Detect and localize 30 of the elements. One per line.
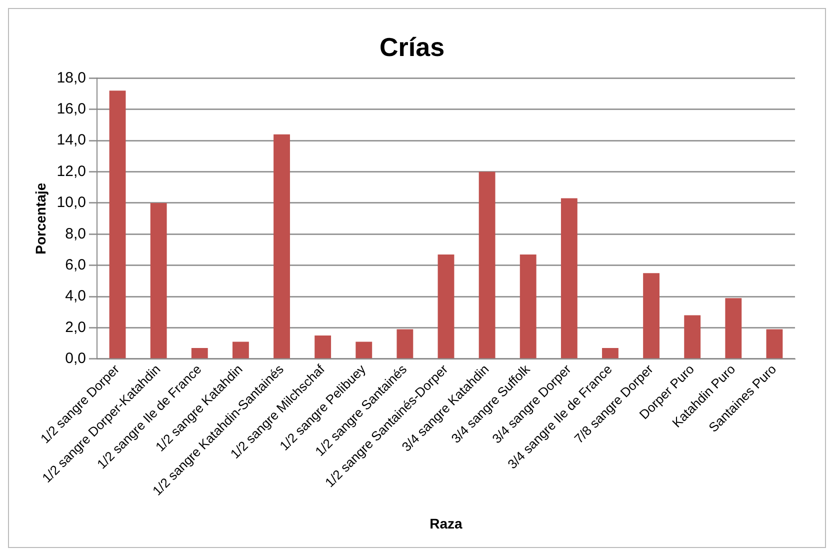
bar xyxy=(274,134,290,358)
y-axis-title: Porcentaje xyxy=(32,182,48,254)
bar xyxy=(314,336,332,358)
bar xyxy=(520,254,536,358)
x-axis-title: Raza xyxy=(430,515,463,532)
bar xyxy=(478,172,496,358)
y-tick-label: 4,0 xyxy=(65,288,86,305)
y-tick-label: 6,0 xyxy=(65,256,86,274)
y-tick-label: 10,0 xyxy=(56,194,86,212)
y-tick-label: 12,0 xyxy=(56,162,86,180)
bar xyxy=(232,342,249,358)
bar xyxy=(191,348,208,358)
y-tick-label: 8,0 xyxy=(65,225,86,242)
bar xyxy=(396,329,414,358)
bar xyxy=(150,202,167,358)
y-tick-label: 2,0 xyxy=(65,318,86,336)
y-tick-label: 16,0 xyxy=(56,100,86,118)
bar xyxy=(725,298,742,358)
y-tick-label: 14,0 xyxy=(56,132,86,149)
bar xyxy=(684,315,701,358)
chart-title: Crías xyxy=(379,32,445,62)
bar xyxy=(560,198,578,358)
bar xyxy=(602,348,618,358)
bar xyxy=(643,273,660,358)
bar xyxy=(356,342,372,358)
bar xyxy=(109,90,126,358)
bar xyxy=(438,254,454,358)
bar xyxy=(766,329,783,358)
y-tick-label: 18,0 xyxy=(56,69,86,86)
y-tick-label: 0,0 xyxy=(65,350,86,368)
